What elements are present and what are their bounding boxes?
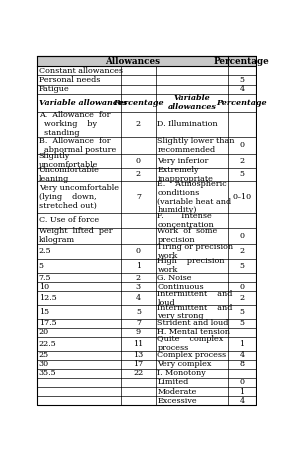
Text: Slightly
uncomfortable: Slightly uncomfortable xyxy=(39,152,98,169)
Text: Very complex: Very complex xyxy=(157,360,212,368)
Text: 0: 0 xyxy=(239,378,245,387)
Text: Very uncomfortable
(lying    down,
stretched out): Very uncomfortable (lying down, stretche… xyxy=(39,184,119,210)
Text: 5: 5 xyxy=(39,262,44,270)
Text: 25: 25 xyxy=(39,351,49,359)
Text: 2: 2 xyxy=(136,274,141,282)
Text: 2: 2 xyxy=(136,120,141,128)
Text: 4: 4 xyxy=(239,351,245,359)
Text: Fatigue: Fatigue xyxy=(39,85,69,93)
Text: G. Noise: G. Noise xyxy=(157,274,192,282)
Text: 5: 5 xyxy=(239,170,245,178)
Text: 22.5: 22.5 xyxy=(39,340,57,348)
Text: Uncomfortable
leaning: Uncomfortable leaning xyxy=(39,166,100,183)
Text: Percentage: Percentage xyxy=(217,99,267,107)
Text: 35.5: 35.5 xyxy=(39,369,56,377)
Text: 2: 2 xyxy=(239,157,245,165)
Text: Work  of  some
precision: Work of some precision xyxy=(157,227,218,244)
Text: 2: 2 xyxy=(239,294,245,303)
Text: Quite    complex
process: Quite complex process xyxy=(157,335,224,352)
Text: 0: 0 xyxy=(136,247,141,255)
Text: High    precision
work: High precision work xyxy=(157,257,225,274)
Text: Allowances: Allowances xyxy=(105,57,160,66)
Text: 12.5: 12.5 xyxy=(39,294,57,303)
Text: A.  Allowance  for
  working    by
  standing: A. Allowance for working by standing xyxy=(39,112,110,137)
Text: 20: 20 xyxy=(39,329,49,336)
Text: 2: 2 xyxy=(136,170,141,178)
Text: 1: 1 xyxy=(239,340,245,348)
Text: 22: 22 xyxy=(133,369,144,377)
Text: 17.5: 17.5 xyxy=(39,319,56,327)
Text: Intermittent    and
very strong: Intermittent and very strong xyxy=(157,303,233,320)
Text: Moderate: Moderate xyxy=(157,388,197,396)
Text: 15: 15 xyxy=(39,308,49,316)
Text: D. Illumination: D. Illumination xyxy=(157,120,218,128)
Text: 5: 5 xyxy=(239,308,245,316)
Text: 3: 3 xyxy=(136,283,141,291)
Text: 7: 7 xyxy=(136,193,141,201)
Text: 9: 9 xyxy=(136,329,141,336)
Text: 7.5: 7.5 xyxy=(39,274,51,282)
Text: B.  Allowance  for
  abnormal posture: B. Allowance for abnormal posture xyxy=(39,137,116,154)
Text: Constant allowances: Constant allowances xyxy=(39,67,123,75)
Text: 10: 10 xyxy=(39,283,49,291)
Text: I. Monotony: I. Monotony xyxy=(157,369,206,377)
Text: 7: 7 xyxy=(136,319,141,327)
Text: Percentage: Percentage xyxy=(113,99,164,107)
Text: 4: 4 xyxy=(136,294,141,303)
Text: 11: 11 xyxy=(133,340,144,348)
Text: 5: 5 xyxy=(239,319,245,327)
Text: 13: 13 xyxy=(133,351,144,359)
Text: Extremely
inappropriate: Extremely inappropriate xyxy=(157,166,213,183)
Text: Limited: Limited xyxy=(157,378,189,387)
Text: Variable
allowances: Variable allowances xyxy=(168,94,216,112)
Text: 5: 5 xyxy=(239,262,245,270)
Text: Slightly lower than
recommended: Slightly lower than recommended xyxy=(157,137,235,154)
Text: Personal needs: Personal needs xyxy=(39,76,100,84)
Text: F.       Intense
concentration: F. Intense concentration xyxy=(157,212,214,229)
Text: Intermittent    and
loud: Intermittent and loud xyxy=(157,290,233,307)
Text: 2: 2 xyxy=(239,247,245,255)
Text: 1: 1 xyxy=(136,262,141,270)
Text: Variable allowances: Variable allowances xyxy=(39,99,127,107)
Text: 5: 5 xyxy=(136,308,141,316)
Text: 8: 8 xyxy=(239,360,245,368)
Text: H. Mental tension: H. Mental tension xyxy=(157,329,231,336)
Text: 4: 4 xyxy=(239,85,245,93)
Text: 0: 0 xyxy=(239,283,245,291)
Bar xyxy=(37,56,256,66)
Text: Very inferior: Very inferior xyxy=(157,157,209,165)
Text: Excessive: Excessive xyxy=(157,397,197,404)
Text: Complex process: Complex process xyxy=(157,351,227,359)
Text: Strident and loud: Strident and loud xyxy=(157,319,229,327)
Text: E.    Atmospheric
conditions
(variable heat and
humidity): E. Atmospheric conditions (variable heat… xyxy=(157,180,232,214)
Text: Weight  lifted  per
kilogram: Weight lifted per kilogram xyxy=(39,227,112,244)
Text: C. Use of force: C. Use of force xyxy=(39,217,99,224)
Text: 0: 0 xyxy=(239,232,245,240)
Text: Tiring or precision
work: Tiring or precision work xyxy=(157,243,234,260)
Text: 17: 17 xyxy=(133,360,144,368)
Text: 5: 5 xyxy=(239,76,245,84)
Text: 0: 0 xyxy=(239,141,245,149)
Text: 4: 4 xyxy=(239,397,245,404)
Text: 30: 30 xyxy=(39,360,49,368)
Text: 1: 1 xyxy=(239,388,245,396)
Text: Continuous: Continuous xyxy=(157,283,204,291)
Text: 0–10: 0–10 xyxy=(232,193,251,201)
Text: Percentage: Percentage xyxy=(214,57,270,66)
Text: 0: 0 xyxy=(136,157,141,165)
Text: 2.5: 2.5 xyxy=(39,247,51,255)
